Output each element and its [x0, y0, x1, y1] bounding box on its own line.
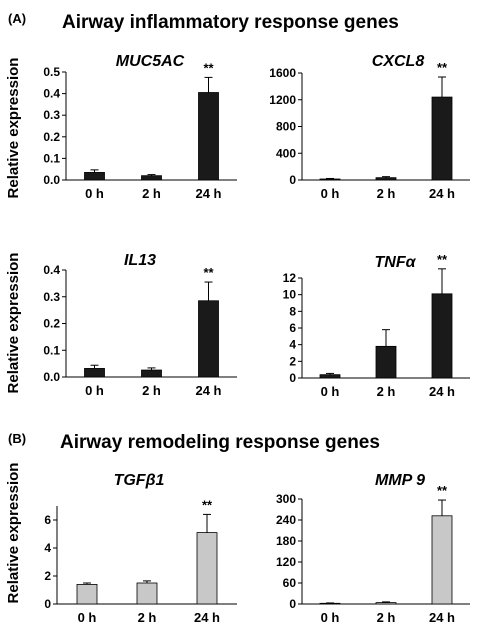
y-tick-label: 10	[283, 288, 297, 302]
y-tick-label: 8	[289, 304, 296, 318]
bar	[375, 177, 397, 181]
row3-ylabel: Relative expression	[5, 463, 22, 604]
row2-ylabel: Relative expression	[5, 253, 22, 394]
chart-title: MMP 9	[375, 472, 425, 489]
y-tick-label: 400	[276, 146, 296, 160]
y-tick-label: 6	[44, 513, 51, 527]
panel-b-title: Airway remodeling response genes	[60, 432, 380, 453]
panel-a-label: (A)	[8, 11, 26, 26]
x-category-label: 2 h	[142, 186, 161, 201]
bar	[431, 293, 453, 379]
bar-chart-1: MUC5AC 0.0 0.1 0.2 0.3 0.4 0.5 0 h 2 h ** 24 h	[43, 53, 237, 201]
panel-b-label: (B)	[8, 431, 26, 446]
y-tick-label: 4	[44, 541, 51, 555]
bar	[141, 369, 162, 378]
x-category-label: 24 h	[429, 186, 455, 201]
significance-mark: **	[203, 60, 214, 75]
y-tick-label: 0	[44, 597, 51, 611]
x-category-label: 0 h	[321, 610, 340, 625]
bar	[141, 175, 162, 181]
x-category-label: 2 h	[142, 383, 161, 398]
y-tick-label: 0.1	[43, 151, 60, 165]
bar	[136, 582, 158, 605]
y-tick-label: 0.3	[43, 108, 60, 122]
bar	[319, 374, 341, 379]
y-tick-label: 2	[44, 569, 51, 583]
bar	[198, 300, 219, 378]
bar	[319, 178, 341, 181]
x-category-label: 24 h	[195, 186, 221, 201]
y-tick-label: 0.4	[43, 87, 60, 101]
y-tick-label: 0	[289, 173, 296, 187]
x-category-label: 2 h	[377, 186, 396, 201]
bar-chart-3: IL13 0.0 0.1 0.2 0.3 0.4 0 h 2 h ** 24 h	[43, 252, 237, 398]
x-category-label: 24 h	[194, 610, 220, 625]
chart-title: MUC5AC	[116, 53, 185, 70]
significance-mark: **	[437, 60, 448, 75]
significance-mark: **	[203, 265, 214, 280]
x-category-label: 2 h	[377, 384, 396, 399]
y-tick-label: 180	[276, 534, 296, 548]
y-tick-label: 4	[289, 338, 296, 352]
y-tick-label: 800	[276, 120, 296, 134]
bar	[84, 368, 105, 378]
x-category-label: 24 h	[429, 384, 455, 399]
x-category-label: 0 h	[85, 186, 104, 201]
significance-mark: **	[202, 497, 213, 512]
y-tick-label: 12	[283, 271, 297, 285]
significance-mark: **	[437, 483, 448, 498]
bar-chart-2: CXCL8 0 400 800 1200 1600 0 h 2 h ** 24 h	[269, 53, 470, 201]
bar	[431, 96, 453, 181]
y-tick-label: 300	[276, 492, 296, 506]
x-category-label: 0 h	[321, 384, 340, 399]
bar	[198, 92, 219, 181]
chart-title: IL13	[124, 252, 156, 269]
bar	[375, 602, 397, 605]
bar	[76, 584, 98, 605]
bar-chart-4: TNFα 0 2 4 6 8 10 12 0 h 2 h ** 24 h	[283, 252, 470, 399]
y-tick-label: 1200	[269, 93, 296, 107]
x-category-label: 2 h	[377, 610, 396, 625]
y-tick-label: 60	[283, 576, 297, 590]
bar	[431, 515, 453, 605]
y-tick-label: 0	[289, 597, 296, 611]
bar	[84, 172, 105, 181]
y-tick-label: 0.0	[43, 173, 60, 187]
x-category-label: 24 h	[195, 383, 221, 398]
y-tick-label: 0.0	[43, 370, 60, 384]
x-category-label: 0 h	[78, 610, 97, 625]
x-category-label: 0 h	[321, 186, 340, 201]
y-tick-label: 0.3	[43, 290, 60, 304]
y-tick-label: 1600	[269, 66, 296, 80]
y-tick-label: 0.2	[43, 130, 60, 144]
chart-title: TGFβ1	[114, 472, 165, 489]
y-tick-label: 2	[289, 354, 296, 368]
y-tick-label: 0.1	[43, 343, 60, 357]
y-tick-label: 0.4	[43, 263, 60, 277]
significance-mark: **	[437, 252, 448, 267]
bar	[196, 532, 218, 605]
bar-chart-5: TGFβ1 0 2 4 6 0 h 2 h ** 24 h	[44, 472, 237, 625]
chart-title: TNFα	[374, 254, 416, 271]
bar	[375, 345, 397, 379]
panel-a-title: Airway inflammatory response genes	[62, 12, 399, 33]
x-category-label: 2 h	[138, 610, 157, 625]
x-category-label: 24 h	[429, 610, 455, 625]
y-tick-label: 240	[276, 513, 296, 527]
x-category-label: 0 h	[85, 383, 104, 398]
y-tick-label: 6	[289, 321, 296, 335]
y-tick-label: 0.5	[43, 65, 60, 79]
y-tick-label: 0	[289, 371, 296, 385]
bar-chart-6: MMP 9 0 60 120 180 240 300 0 h 2 h ** 24 h	[276, 472, 470, 625]
y-tick-label: 120	[276, 555, 296, 569]
y-tick-label: 0.2	[43, 317, 60, 331]
row1-ylabel: Relative expression	[5, 58, 22, 199]
chart-title: CXCL8	[372, 53, 425, 70]
